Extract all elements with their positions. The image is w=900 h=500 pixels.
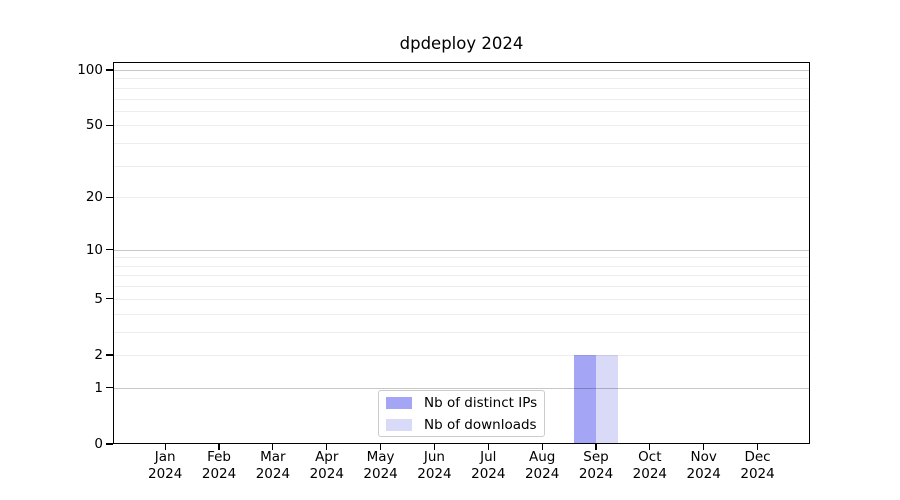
- bar-downloads: [596, 354, 618, 444]
- x-axis-tick: [541, 444, 543, 450]
- y-axis-tick-label: 50: [85, 117, 103, 134]
- gridline-minor: [114, 331, 809, 333]
- gridline-major: [114, 70, 809, 71]
- y-axis-tick-label: 2: [94, 346, 103, 363]
- x-axis-tick: [218, 444, 220, 450]
- gridline-minor: [114, 98, 809, 100]
- y-axis-tick-label: 1: [94, 379, 103, 396]
- gridline-minor: [114, 165, 809, 167]
- y-axis-tick: [106, 69, 113, 71]
- x-axis-tick: [649, 444, 651, 450]
- x-axis-tick-label: Aug 2024: [524, 449, 560, 482]
- bar-distinct-ips: [574, 354, 596, 444]
- x-axis-tick: [756, 444, 759, 450]
- gridline-minor: [114, 313, 809, 315]
- y-axis-tick: [106, 387, 113, 389]
- gridline-minor: [114, 275, 809, 277]
- gridline-minor: [114, 286, 809, 288]
- legend-label-downloads: Nb of downloads: [424, 416, 537, 433]
- x-axis-tick-label: Jun 2024: [417, 449, 452, 482]
- gridline-major: [114, 249, 809, 251]
- y-axis-tick-label: 5: [94, 290, 103, 307]
- legend-swatch-distinct-ips: [386, 396, 412, 409]
- gridline-minor: [114, 197, 809, 199]
- x-axis-tick: [272, 444, 274, 450]
- gridline-minor: [114, 78, 809, 80]
- gridline-minor: [114, 143, 809, 145]
- gridline-minor: [114, 298, 809, 300]
- legend-item-downloads: Nb of downloads: [386, 415, 544, 435]
- y-axis-tick: [106, 354, 113, 356]
- y-axis-tick: [106, 249, 113, 251]
- x-axis-tick: [433, 444, 436, 450]
- gridline-minor: [114, 265, 809, 267]
- gridline-minor: [114, 87, 809, 89]
- x-axis-tick-label: Dec 2024: [740, 449, 775, 482]
- y-axis-tick-label: 10: [85, 241, 103, 258]
- legend-swatch-downloads: [386, 418, 412, 431]
- plot-area-border: [113, 62, 810, 444]
- x-axis-tick-label: Oct 2024: [632, 449, 668, 482]
- y-axis-tick-label: 20: [85, 189, 103, 206]
- legend-item-distinct-ips: Nb of distinct IPs: [386, 393, 544, 413]
- gridline-minor: [114, 257, 809, 259]
- x-axis-tick-label: Apr 2024: [309, 449, 344, 482]
- x-axis-tick-label: Nov 2024: [686, 449, 721, 482]
- x-axis-tick: [487, 444, 489, 450]
- x-axis-tick-label: Jul 2024: [471, 449, 506, 482]
- x-axis-tick-label: May 2024: [363, 449, 398, 482]
- gridline-minor: [114, 125, 809, 127]
- x-axis-tick-label: Feb 2024: [201, 449, 237, 482]
- y-axis-tick: [106, 124, 113, 126]
- legend: Nb of distinct IPs Nb of downloads: [378, 390, 545, 437]
- x-axis-tick: [595, 444, 597, 450]
- x-axis-tick-label: Sep 2024: [578, 449, 614, 482]
- x-axis-tick: [703, 444, 705, 450]
- x-axis-tick-label: Jan 2024: [148, 449, 183, 482]
- x-axis-tick: [164, 444, 166, 450]
- chart-title: dpdeploy 2024: [399, 34, 524, 53]
- legend-label-distinct-ips: Nb of distinct IPs: [424, 394, 538, 411]
- gridline-major: [114, 387, 809, 389]
- gridline-minor: [114, 110, 809, 112]
- y-axis-tick-label: 0: [94, 436, 103, 452]
- x-axis-tick-label: Mar 2024: [255, 449, 291, 482]
- y-axis-tick: [106, 443, 113, 445]
- x-axis-tick: [326, 444, 328, 450]
- gridline-minor: [114, 354, 809, 356]
- y-axis-tick: [106, 298, 113, 300]
- y-axis-tick-label: 100: [77, 62, 103, 78]
- y-axis-tick: [106, 196, 113, 198]
- x-axis-tick: [380, 444, 382, 450]
